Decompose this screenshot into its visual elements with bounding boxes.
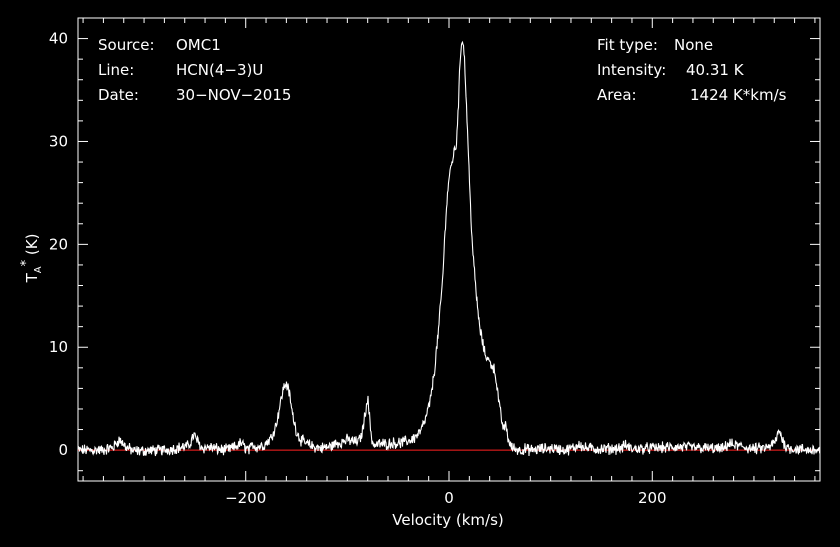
area-label: Area: bbox=[597, 86, 637, 104]
y-tick-label: 30 bbox=[49, 132, 68, 150]
y-tick-label: 20 bbox=[49, 235, 68, 253]
spectrum-line bbox=[77, 40, 821, 457]
svg-text:TA* (K): TA* (K) bbox=[19, 234, 44, 284]
intensity-value: 40.31 K bbox=[686, 61, 745, 79]
area-value: 1424 K*km/s bbox=[690, 86, 787, 104]
fit-type-label: Fit type: bbox=[597, 36, 658, 54]
plot-area: −200 0 200 0 10 20 30 40 bbox=[49, 17, 821, 507]
y-tick-label: 0 bbox=[58, 441, 68, 459]
x-tick-label: 0 bbox=[444, 489, 454, 507]
x-axis-label: Velocity (km/s) bbox=[392, 511, 503, 529]
source-label: Source: bbox=[98, 36, 155, 54]
fit-type-value: None bbox=[674, 36, 713, 54]
line-label: Line: bbox=[98, 61, 134, 79]
x-tick-label: −200 bbox=[225, 489, 266, 507]
x-tick-label: 200 bbox=[638, 489, 667, 507]
date-label: Date: bbox=[98, 86, 139, 104]
line-value: HCN(4−3)U bbox=[176, 61, 263, 79]
y-axis-label: TA* (K) bbox=[19, 234, 44, 284]
date-value: 30−NOV−2015 bbox=[176, 86, 291, 104]
y-tick-label: 40 bbox=[49, 30, 68, 48]
y-tick-label: 10 bbox=[49, 338, 68, 356]
source-value: OMC1 bbox=[176, 36, 221, 54]
intensity-label: Intensity: bbox=[597, 61, 666, 79]
